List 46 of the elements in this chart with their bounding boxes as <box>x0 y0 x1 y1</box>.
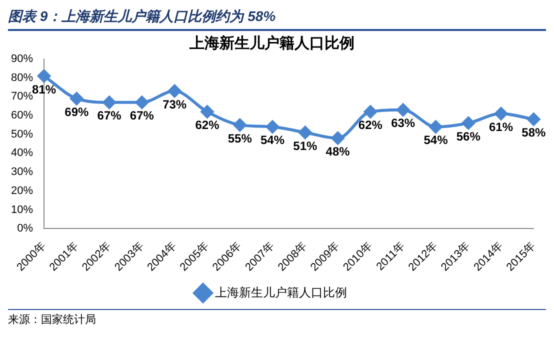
y-tick-label: 50% <box>10 128 34 140</box>
point <box>429 120 442 134</box>
data-label: 62% <box>358 118 383 132</box>
data-label: 73% <box>162 97 187 112</box>
data-label: 62% <box>195 118 220 132</box>
data-label: 54% <box>260 133 285 148</box>
point <box>364 105 377 118</box>
chart-subtitle: 图表 9：上海新生儿户籍人口比例约为 58% <box>8 8 546 31</box>
point <box>38 69 51 82</box>
point <box>527 112 540 126</box>
data-label: 56% <box>456 129 481 144</box>
point <box>462 116 475 130</box>
point <box>102 96 116 109</box>
point <box>200 105 214 118</box>
y-tick-label: 30% <box>10 166 34 178</box>
data-label: 63% <box>391 116 416 130</box>
y-tick-label: 40% <box>10 147 34 160</box>
data-label: 54% <box>424 133 448 148</box>
point <box>135 96 148 109</box>
point <box>233 118 246 132</box>
data-label: 58% <box>522 126 546 140</box>
data-label: 48% <box>326 144 350 158</box>
y-tick-label: 80% <box>10 72 34 84</box>
y-tick-label: 10% <box>10 204 34 216</box>
data-label: 67% <box>97 108 122 123</box>
data-label: 51% <box>293 138 318 153</box>
source-note: 来源：国家统计局 <box>8 314 96 326</box>
chart-title: 上海新生儿户籍人口比例 <box>188 34 354 52</box>
data-label: 67% <box>130 108 154 123</box>
point <box>70 92 84 106</box>
y-tick-label: 70% <box>10 90 34 103</box>
data-label: 81% <box>32 82 56 96</box>
data-label: 61% <box>489 120 514 134</box>
y-tick-label: 0% <box>17 222 34 235</box>
point <box>331 132 344 145</box>
data-label: 69% <box>64 104 89 119</box>
point <box>168 84 182 98</box>
point <box>298 126 312 139</box>
y-tick-label: 90% <box>10 53 34 66</box>
y-tick-label: 20% <box>10 184 34 197</box>
point <box>266 120 280 134</box>
point <box>396 103 410 116</box>
data-label: 55% <box>228 131 252 146</box>
point <box>494 107 508 120</box>
legend-label: 上海新生儿户籍人口比例 <box>215 285 347 300</box>
y-tick-label: 60% <box>10 110 34 122</box>
